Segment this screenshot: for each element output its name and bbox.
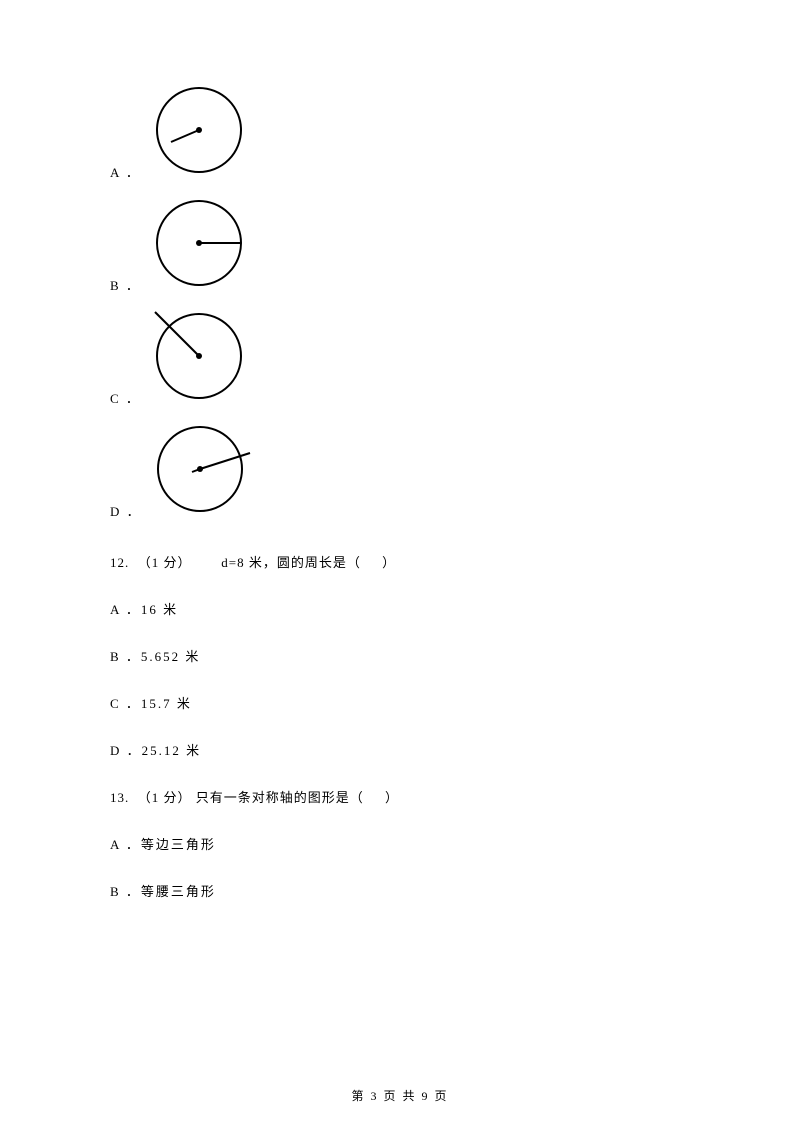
option-label-a: A ． [110, 162, 141, 185]
q13-option-b: B ．等腰三角形 [110, 881, 690, 900]
option-label-c: C ． [110, 388, 141, 411]
circle-diagram-d [150, 419, 260, 524]
q11-option-a: A ． [110, 80, 690, 185]
q12-option-d: D ．25.12 米 [110, 740, 690, 759]
circle-diagram-a [149, 80, 249, 185]
option-label-d: D ． [110, 501, 142, 524]
q11-option-b: B ． [110, 193, 690, 298]
q13-stem: 13. （1 分） 只有一条对称轴的图形是（ ） [110, 787, 690, 806]
page-content: A ． B ． C ． [0, 0, 800, 900]
q12-option-b: B ．5.652 米 [110, 646, 690, 665]
q11-option-d: D ． [110, 419, 690, 524]
q12-stem: 12. （1 分） d=8 米，圆的周长是（ ） [110, 552, 690, 571]
q12-option-a: A ．16 米 [110, 599, 690, 618]
circle-diagram-b [149, 193, 249, 298]
q11-option-c: C ． [110, 306, 690, 411]
option-label-b: B ． [110, 275, 141, 298]
q13-option-a: A ．等边三角形 [110, 834, 690, 853]
page-footer: 第 3 页 共 9 页 [0, 1087, 800, 1104]
circle-diagram-c [149, 306, 249, 411]
q12-option-c: C ．15.7 米 [110, 693, 690, 712]
